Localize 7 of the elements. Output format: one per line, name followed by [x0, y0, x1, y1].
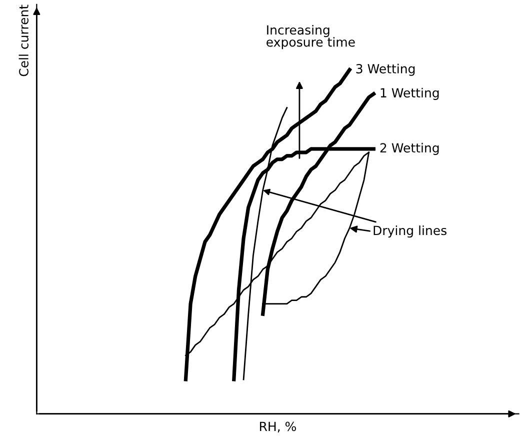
text: Cell current: [18, 4, 28, 76]
text: Increasing exposure time: [266, 24, 355, 50]
annotation: Drying lines: [374, 225, 446, 238]
series-label: 2 Wetting: [380, 142, 439, 155]
x-axis-title: RH, %: [260, 422, 296, 432]
series-label: 3 Wetting: [356, 64, 415, 76]
series-label: 1 Wetting: [380, 88, 439, 100]
